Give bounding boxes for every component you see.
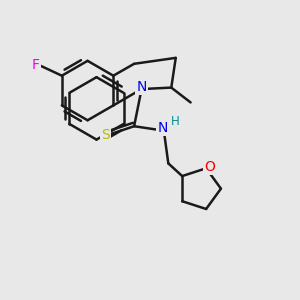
Text: N: N xyxy=(157,121,168,135)
Text: N: N xyxy=(136,80,147,94)
Text: S: S xyxy=(101,128,110,142)
Text: H: H xyxy=(171,115,179,128)
Text: F: F xyxy=(32,58,40,72)
Text: O: O xyxy=(204,160,215,174)
